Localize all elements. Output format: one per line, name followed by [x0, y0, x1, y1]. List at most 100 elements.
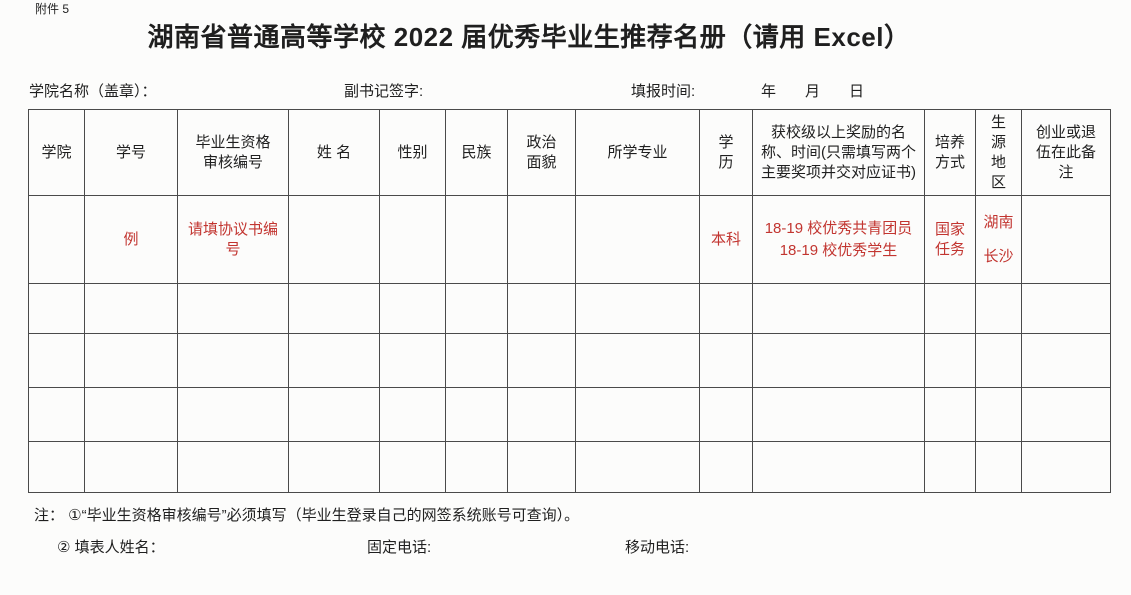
empty-cell: [379, 283, 446, 334]
empty-cell: [379, 441, 446, 493]
empty-cell: [1021, 387, 1111, 442]
example-row: 例 请填协议书编号 本科 18-19 校优秀共青团员 18-19 校优秀学生 国…: [28, 195, 1111, 284]
empty-cell: [924, 333, 976, 388]
empty-cell: [1021, 441, 1111, 493]
col-header-awards-label: 获校级以上奖励的名称、时间(只需填写两个主要奖项并交对应证书): [761, 123, 916, 181]
empty-cell: [575, 441, 700, 493]
note-1: 注： ①“毕业生资格审核编号”必须填写（毕业生登录自己的网签系统账号可查询）。: [34, 507, 580, 524]
empty-cell: [752, 283, 925, 334]
empty-cell: [177, 441, 289, 493]
empty-cell: [575, 333, 700, 388]
col-header-college-label: 学院: [41, 143, 72, 161]
empty-cell: [575, 387, 700, 442]
col-header-remarks-label: 创业或退伍在此备注: [1035, 123, 1096, 181]
example-audit-number-cell: 请填协议书编号: [177, 195, 289, 284]
empty-cell: [28, 333, 85, 388]
col-header-major-label: 所学专业: [607, 143, 668, 161]
empty-cell: [699, 441, 753, 493]
empty-cell: [1021, 333, 1111, 388]
empty-cell: [752, 387, 925, 442]
col-header-major: 所学专业: [575, 109, 700, 196]
empty-cell: [445, 441, 508, 493]
example-degree-cell: 本科: [699, 195, 753, 284]
empty-cell: [507, 333, 576, 388]
col-header-degree: 学历: [699, 109, 753, 196]
example-name-cell: [288, 195, 380, 284]
empty-cell: [507, 441, 576, 493]
example-political-status-cell: [507, 195, 576, 284]
example-award-2: 18-19 校优秀学生: [779, 241, 898, 259]
example-marker: 例: [123, 230, 139, 248]
example-audit-number-text: 请填协议书编号: [187, 220, 278, 258]
example-college-cell: [28, 195, 85, 284]
col-header-ethnicity-label: 民族: [461, 143, 492, 161]
col-header-audit-number: 毕业生资格审核编号: [177, 109, 289, 196]
empty-cell: [84, 333, 178, 388]
example-student-id-cell: 例: [84, 195, 178, 284]
empty-cell: [924, 441, 976, 493]
empty-cell: [379, 333, 446, 388]
col-header-origin-region-label: 生源地区: [990, 113, 1006, 191]
empty-row: [28, 387, 1111, 442]
empty-cell: [379, 387, 446, 442]
col-header-training-mode: 培养方式: [924, 109, 976, 196]
example-training-mode-cell: 国家任务: [924, 195, 976, 284]
fill-date-label: 填报时间:: [631, 83, 696, 100]
empty-cell: [445, 333, 508, 388]
empty-cell: [288, 333, 380, 388]
empty-cell: [28, 441, 85, 493]
empty-cell: [288, 283, 380, 334]
empty-cell: [924, 387, 976, 442]
empty-cell: [507, 387, 576, 442]
empty-cell: [84, 441, 178, 493]
empty-row: [28, 333, 1111, 388]
col-header-name-label: 姓 名: [316, 143, 352, 161]
empty-cell: [84, 283, 178, 334]
example-ethnicity-cell: [445, 195, 508, 284]
example-gender-cell: [379, 195, 446, 284]
landline-phone-label: 固定电话:: [367, 539, 432, 556]
example-remarks-cell: [1021, 195, 1111, 284]
col-header-audit-number-label: 毕业生资格审核编号: [195, 133, 271, 171]
example-origin-city: 长沙: [983, 247, 1014, 265]
empty-cell: [177, 333, 289, 388]
attachment-label: 附件 5: [35, 2, 70, 16]
empty-row: [28, 441, 1111, 493]
col-header-gender-label: 性别: [397, 143, 428, 161]
note-2-filler-name-label: ② 填表人姓名：: [57, 539, 165, 556]
empty-cell: [575, 283, 700, 334]
col-header-political-status: 政治面貌: [507, 109, 576, 196]
roster-table: 学院 学号 毕业生资格审核编号 姓 名 性别 民族 政治面貌 所学专业 学历 获…: [28, 109, 1111, 493]
empty-cell: [699, 283, 753, 334]
empty-cell: [84, 387, 178, 442]
empty-cell: [445, 283, 508, 334]
empty-cell: [445, 387, 508, 442]
col-header-remarks: 创业或退伍在此备注: [1021, 109, 1111, 196]
col-header-awards: 获校级以上奖励的名称、时间(只需填写两个主要奖项并交对应证书): [752, 109, 925, 196]
example-training-mode-text: 国家任务: [934, 220, 965, 258]
col-header-degree-label: 学历: [718, 133, 734, 171]
empty-row: [28, 283, 1111, 334]
example-awards-cell: 18-19 校优秀共青团员 18-19 校优秀学生: [752, 195, 925, 284]
empty-cell: [699, 333, 753, 388]
col-header-ethnicity: 民族: [445, 109, 508, 196]
empty-cell: [28, 387, 85, 442]
empty-cell: [924, 283, 976, 334]
year-label: 年: [761, 83, 777, 100]
empty-cell: [975, 387, 1022, 442]
col-header-student-id-label: 学号: [115, 143, 146, 161]
empty-cell: [28, 283, 85, 334]
empty-cell: [177, 387, 289, 442]
college-name-label: 学院名称（盖章）：: [29, 83, 157, 100]
empty-cell: [1021, 283, 1111, 334]
empty-cell: [288, 387, 380, 442]
empty-cell: [975, 441, 1022, 493]
empty-cell: [288, 441, 380, 493]
empty-cell: [975, 283, 1022, 334]
col-header-college: 学院: [28, 109, 85, 196]
example-origin-cell: 湖南 长沙: [975, 195, 1022, 284]
example-origin-province: 湖南: [983, 213, 1014, 231]
mobile-phone-label: 移动电话:: [625, 539, 690, 556]
empty-cell: [507, 283, 576, 334]
